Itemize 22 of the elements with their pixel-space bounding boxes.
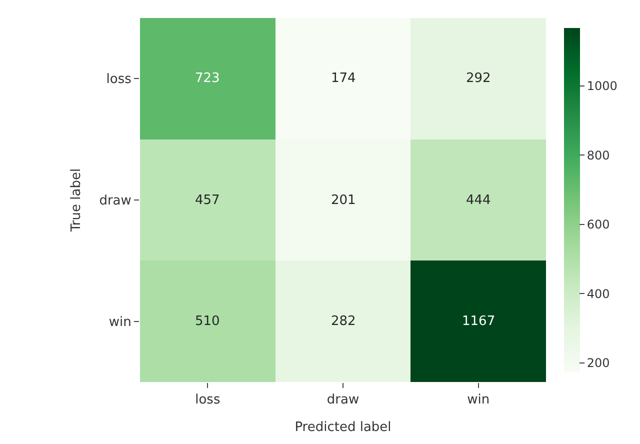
data-label: 510 [195,314,220,329]
y-axis-title: True label [69,168,84,233]
data-label: 282 [331,314,356,329]
color-bar-label: 1000 [586,79,618,94]
y-tick-label: loss [106,72,132,88]
x-tick-label: loss [195,392,220,408]
data-label: 292 [466,71,491,86]
color-bar-label: 200 [586,356,610,370]
x-axis-title: Predicted label [294,420,392,436]
color-bar-label: 400 [586,286,610,301]
data-label: 201 [331,193,356,208]
color-bar-label: 600 [586,218,610,232]
y-tick-label: draw [99,194,132,209]
data-label: 457 [195,193,220,208]
color-bar-label: 800 [586,148,610,162]
data-label: 444 [466,193,491,208]
data-label: 174 [331,71,356,86]
data-label: 723 [195,71,220,86]
x-tick-label: draw [326,392,360,408]
data-label: 1167 [462,314,496,329]
x-tick-label: win [467,392,490,408]
y-tick-label: win [108,314,132,330]
